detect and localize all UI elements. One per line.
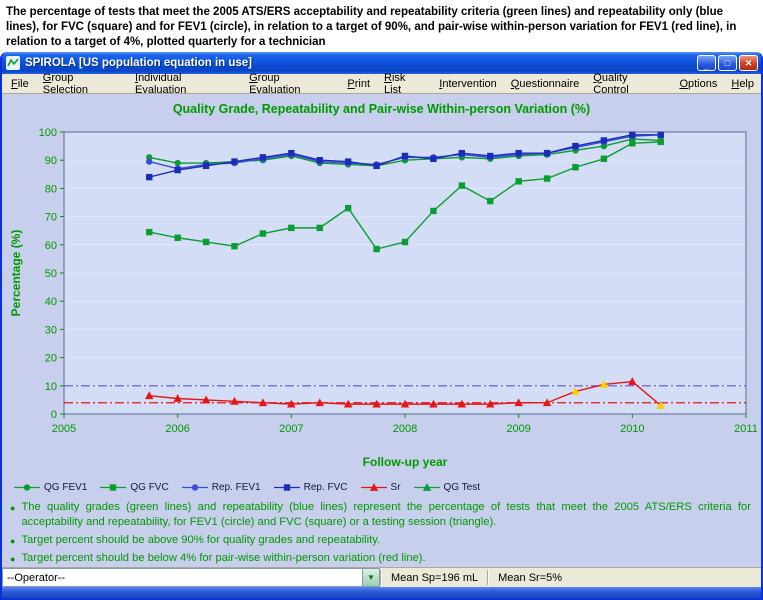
- legend-label: Sr: [390, 481, 401, 493]
- svg-text:2007: 2007: [279, 423, 303, 435]
- svg-text:30: 30: [45, 324, 57, 336]
- status-separator: [487, 570, 490, 585]
- svg-text:Follow-up year: Follow-up year: [363, 455, 448, 469]
- menu-item-group-evaluation[interactable]: Group Evaluation: [249, 71, 301, 96]
- svg-text:10: 10: [45, 381, 57, 393]
- circle-marker-icon: [14, 483, 40, 491]
- chart-legend: QG FEV1 QG FVC Rep. FEV1 Rep. FVC Sr QG Test: [2, 478, 761, 496]
- svg-text:2009: 2009: [506, 423, 530, 435]
- note-3: ● Target percent should be below 4% for p…: [10, 551, 751, 566]
- status-bar: --Operator-- ▼ Mean Sp=196 mL Mean Sr=5%: [2, 567, 761, 587]
- triangle-marker-icon: [360, 482, 387, 491]
- bullet-icon: ●: [10, 503, 16, 513]
- legend-label: Rep. FEV1: [211, 481, 261, 493]
- menu-item-quality-control[interactable]: Quality Control: [593, 71, 629, 96]
- legend-label: Rep. FVC: [303, 481, 348, 493]
- bullet-icon: ●: [10, 554, 16, 565]
- menu-item-individual-evaluation[interactable]: Individual Evaluation: [135, 71, 187, 96]
- minimize-icon: _: [703, 60, 709, 71]
- svg-text:40: 40: [45, 296, 57, 308]
- window-titlebar: SPIROLA [US population equation in use] …: [2, 52, 761, 74]
- menu-item-group-selection[interactable]: Group Selection: [42, 71, 89, 96]
- maximize-button[interactable]: □: [718, 55, 737, 71]
- chart-notes: ● The quality grades (green lines) and re…: [2, 496, 761, 567]
- svg-text:0: 0: [51, 409, 57, 421]
- legend-label: QG FVC: [130, 481, 169, 493]
- svg-text:70: 70: [45, 212, 57, 224]
- svg-text:2008: 2008: [393, 423, 417, 435]
- dropdown-arrow-icon[interactable]: ▼: [362, 569, 379, 586]
- menu-item-help[interactable]: Help: [731, 77, 754, 90]
- note-text: Target percent should be below 4% for pa…: [21, 552, 426, 565]
- series-sr: [145, 377, 665, 409]
- window-title: SPIROLA [US population equation in use]: [25, 57, 253, 69]
- svg-text:2006: 2006: [165, 423, 189, 435]
- triangle-marker-icon: [413, 482, 440, 491]
- close-button[interactable]: ✕: [739, 55, 758, 71]
- legend-item-qg-fvc: QG FVC: [100, 481, 169, 493]
- menu-item-risk-list[interactable]: Risk List: [384, 71, 406, 96]
- legend-label: QG Test: [443, 481, 481, 493]
- svg-text:100: 100: [39, 127, 57, 139]
- svg-text:50: 50: [45, 268, 57, 280]
- bullet-icon: ●: [10, 536, 16, 547]
- chart-plot: 0 10 20 30 40 50 60 70 80 90 100 2005 2006 2007 2008 20…: [9, 127, 757, 469]
- svg-text:2011: 2011: [734, 423, 757, 435]
- menu-bar: File Group Selection Individual Evaluation…: [2, 72, 761, 96]
- note-text: The quality grades (green lines) and rep…: [21, 501, 751, 529]
- legend-label: QG FEV1: [44, 481, 88, 493]
- series-rep-fvc: [146, 131, 664, 181]
- svg-text:60: 60: [45, 240, 57, 252]
- svg-text:20: 20: [45, 353, 57, 365]
- legend-item-rep-fev1: Rep. FEV1: [181, 481, 261, 493]
- minimize-button[interactable]: _: [697, 55, 716, 71]
- note-2: ● Target percent should be above 90% for …: [10, 533, 751, 548]
- operator-select-value: --Operator--: [7, 571, 66, 584]
- note-text: Target percent should be above 90% for q…: [21, 534, 381, 547]
- menu-item-questionnaire[interactable]: Questionnaire: [510, 77, 580, 90]
- chart-caption: The percentage of tests that meet the 20…: [6, 6, 737, 48]
- svg-text:80: 80: [45, 183, 57, 195]
- status-mean-sr: Mean Sr=5%: [498, 571, 563, 584]
- status-separator: [380, 570, 382, 585]
- circle-marker-icon: [181, 483, 208, 491]
- legend-item-rep-fvc: Rep. FVC: [273, 481, 348, 493]
- operator-select[interactable]: --Operator-- ▼: [2, 568, 380, 587]
- maximize-icon: □: [724, 57, 731, 68]
- svg-text:2005: 2005: [52, 423, 76, 435]
- chart-client-area: Quality Grade, Repeatability and Pair-wi…: [2, 94, 761, 567]
- legend-item-sr: Sr: [360, 481, 401, 493]
- svg-text:2010: 2010: [620, 423, 644, 435]
- status-mean-sp: Mean Sp=196 mL: [391, 571, 479, 584]
- menu-item-file[interactable]: File: [11, 77, 29, 90]
- taskbar-strip: [2, 587, 761, 598]
- close-icon: ✕: [744, 57, 753, 68]
- menu-item-intervention[interactable]: Intervention: [439, 77, 497, 90]
- note-1: ● The quality grades (green lines) and re…: [10, 500, 751, 530]
- menu-item-options[interactable]: Options: [679, 77, 718, 90]
- spirola-window: SPIROLA [US population equation in use] …: [0, 52, 763, 600]
- menu-item-print[interactable]: Print: [347, 77, 371, 90]
- chart-title: Quality Grade, Repeatability and Pair-wi…: [172, 102, 591, 116]
- svg-text:Percentage (%): Percentage (%): [9, 230, 23, 317]
- square-marker-icon: [100, 483, 127, 491]
- app-icon: [6, 56, 20, 70]
- svg-text:90: 90: [45, 155, 57, 167]
- legend-item-qg-test: QG Test: [413, 481, 481, 493]
- series-qg-fvc: [146, 138, 664, 253]
- square-marker-icon: [273, 483, 300, 491]
- legend-item-qg-fev1: QG FEV1: [14, 482, 87, 493]
